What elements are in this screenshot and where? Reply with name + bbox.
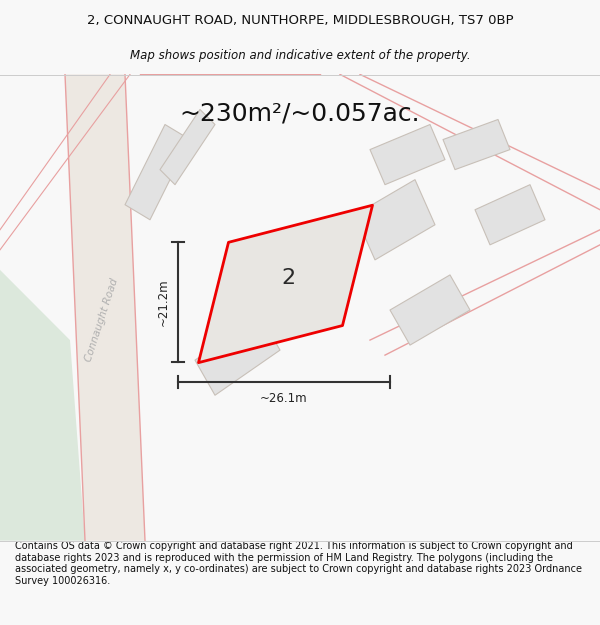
Text: ~26.1m: ~26.1m bbox=[260, 392, 308, 405]
Text: 2: 2 bbox=[281, 268, 295, 288]
Text: Map shows position and indicative extent of the property.: Map shows position and indicative extent… bbox=[130, 49, 470, 62]
Text: Connaught Road: Connaught Road bbox=[84, 277, 120, 363]
Text: ~230m²/~0.057ac.: ~230m²/~0.057ac. bbox=[179, 101, 421, 126]
Text: 2, CONNAUGHT ROAD, NUNTHORPE, MIDDLESBROUGH, TS7 0BP: 2, CONNAUGHT ROAD, NUNTHORPE, MIDDLESBRO… bbox=[86, 14, 514, 28]
Text: ~21.2m: ~21.2m bbox=[157, 278, 170, 326]
Text: Contains OS data © Crown copyright and database right 2021. This information is : Contains OS data © Crown copyright and d… bbox=[15, 541, 582, 586]
